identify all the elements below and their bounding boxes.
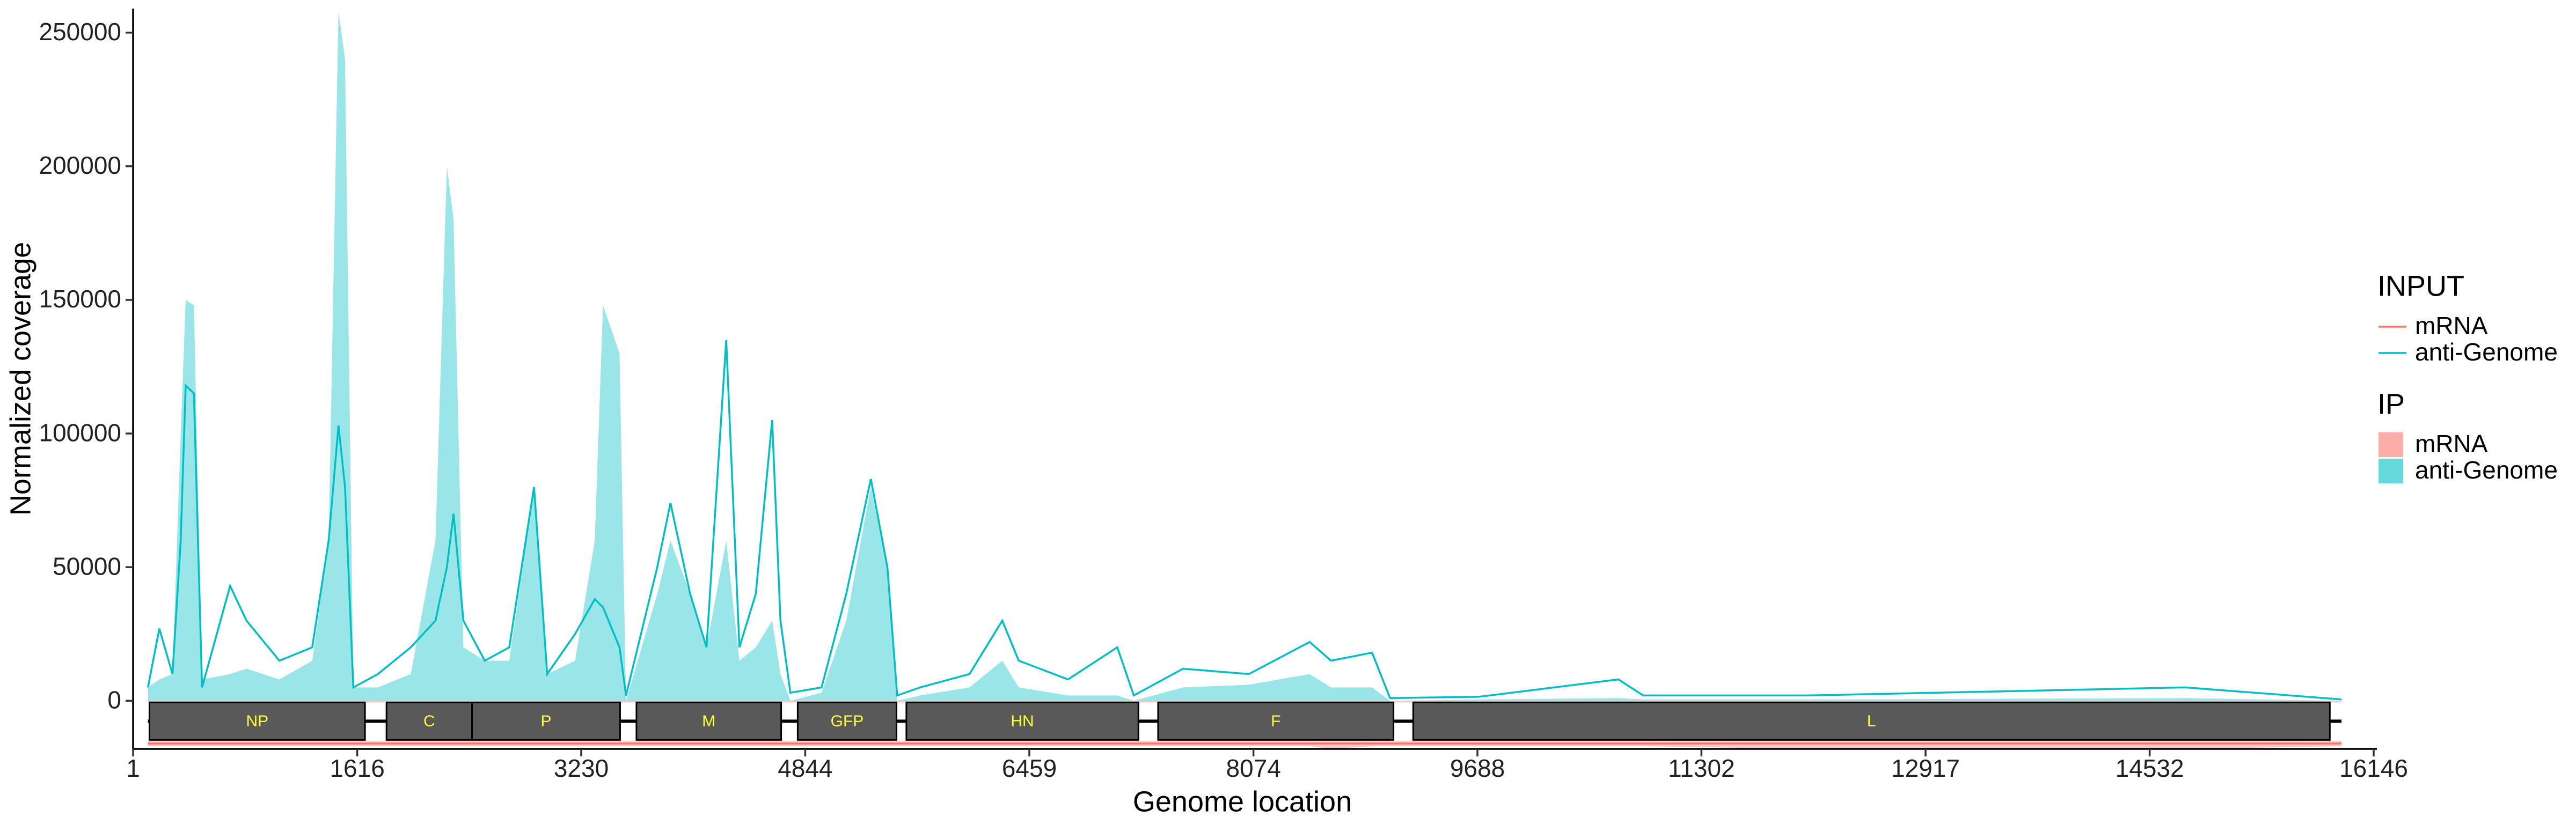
x-tick-label: 6459 xyxy=(1002,754,1057,782)
legend-key xyxy=(2379,432,2403,457)
x-tick-label: 12917 xyxy=(1891,754,1960,782)
gene-box xyxy=(1412,701,2331,741)
legend-title: IP xyxy=(2377,388,2405,420)
gene-box xyxy=(471,701,621,741)
x-tick-label: 14532 xyxy=(2116,754,2184,782)
legend-key xyxy=(2379,459,2403,483)
x-tick-label: 11302 xyxy=(1668,754,1735,782)
gene-label: HN xyxy=(1011,712,1034,730)
y-tick-label: 50000 xyxy=(53,552,121,580)
gene-label: C xyxy=(423,712,435,730)
gene-box xyxy=(149,701,366,741)
coverage-area xyxy=(148,11,2342,701)
x-tick-label: 1616 xyxy=(330,754,384,782)
legend-label: anti-Genome xyxy=(2415,338,2558,366)
gene-label: L xyxy=(1867,712,1876,730)
x-tick-label: 16146 xyxy=(2339,754,2408,782)
gene-label: NP xyxy=(246,712,268,730)
coverage-line xyxy=(147,340,2342,701)
gene-box xyxy=(905,701,1139,741)
gene-box xyxy=(796,701,898,741)
gene-box xyxy=(635,701,782,741)
y-tick-label: 0 xyxy=(107,686,121,713)
y-tick-label: 150000 xyxy=(39,285,122,313)
gene-label: P xyxy=(540,712,551,730)
legend-label: mRNA xyxy=(2415,430,2488,458)
x-axis-title: Genome location xyxy=(1133,785,1352,818)
gene-box xyxy=(1157,701,1395,741)
gene-label: M xyxy=(702,712,715,730)
x-tick-label: 8074 xyxy=(1226,754,1280,782)
y-axis-title: Normalized coverage xyxy=(4,242,36,516)
legend-label: anti-Genome xyxy=(2415,456,2558,484)
y-tick-label: 100000 xyxy=(39,418,122,446)
y-tick-label: 250000 xyxy=(39,18,122,46)
x-tick-label: 1 xyxy=(126,754,140,782)
legend-label: mRNA xyxy=(2415,312,2488,340)
x-tick-label: 9688 xyxy=(1450,754,1505,782)
gene-label: GFP xyxy=(831,712,864,730)
x-tick-label: 4844 xyxy=(778,754,832,782)
legend-title: INPUT xyxy=(2377,270,2464,302)
x-tick-label: 3230 xyxy=(554,754,609,782)
gene-label: F xyxy=(1271,712,1280,730)
y-tick-label: 200000 xyxy=(39,151,122,179)
